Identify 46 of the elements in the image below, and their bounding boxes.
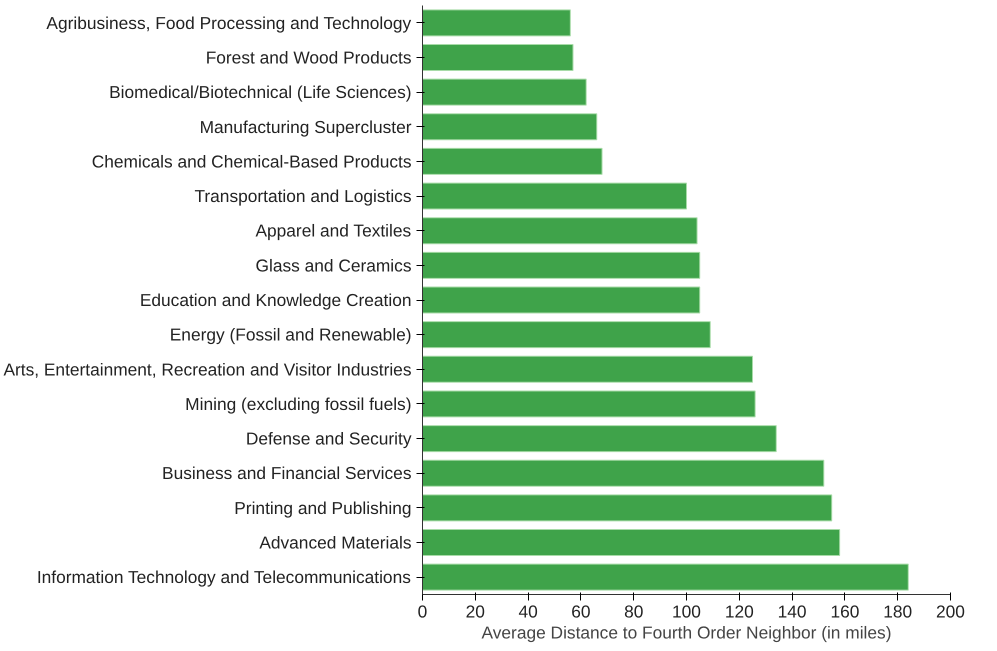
bar [422, 321, 711, 348]
x-tick-label: 0 [418, 602, 428, 622]
bar [422, 356, 753, 383]
x-tick-label: 120 [724, 602, 754, 622]
bar [422, 9, 571, 36]
bar [422, 460, 824, 487]
bar [422, 148, 603, 175]
y-tick-label: Education and Knowledge Creation [140, 290, 412, 310]
x-tick-label: 140 [778, 602, 807, 622]
x-tick-label: 80 [624, 602, 644, 622]
x-tick-label: 160 [830, 602, 860, 622]
x-tick-label: 60 [571, 602, 591, 622]
y-tick-label: Glass and Ceramics [255, 255, 412, 276]
y-tick-label: Manufacturing Supercluster [200, 116, 412, 137]
bar [422, 286, 700, 314]
bar [422, 564, 909, 591]
y-tick-label: Information Technology and Telecommunications [36, 567, 412, 588]
y-tick-label: Business and Financial Services [162, 463, 412, 484]
bar [422, 44, 574, 71]
bar [422, 78, 587, 106]
x-tick-label: 100 [672, 602, 701, 622]
x-tick-label: 20 [466, 602, 485, 622]
bar [422, 529, 840, 556]
y-tick-label: Apparel and Textiles [255, 220, 412, 241]
bar [422, 182, 687, 210]
x-tick-label: 180 [883, 602, 912, 622]
y-tick-label: Chemicals and Chemical-Based Products [92, 151, 412, 172]
y-tick-label: Advanced Materials [259, 532, 412, 553]
x-tick-label: 40 [518, 602, 538, 622]
y-tick-label: Forest and Wood Products [206, 47, 412, 68]
y-tick-label: Defense and Security [246, 428, 412, 449]
bar [422, 390, 756, 418]
y-tick-label: Agribusiness, Food Processing and Technology [46, 12, 412, 33]
y-tick-label: Printing and Publishing [234, 498, 412, 518]
x-axis-title: Average Distance to Fourth Order Neighbor (in miles) [482, 622, 892, 642]
bar [422, 252, 700, 279]
y-tick-label: Mining (excluding fossil fuels) [185, 394, 412, 414]
y-tick-label: Energy (Fossil and Renewable) [170, 324, 412, 345]
bar [422, 494, 832, 522]
y-tick-label: Transportation and Logistics [194, 186, 412, 206]
bar [422, 425, 777, 452]
x-tick-label: 200 [936, 602, 965, 622]
y-tick-label: Arts, Entertainment, Recreation and Visitor Industries [3, 359, 412, 380]
bar [422, 217, 698, 244]
y-tick-label: Biomedical/Biotechnical (Life Sciences) [109, 82, 412, 102]
bar [422, 113, 598, 140]
